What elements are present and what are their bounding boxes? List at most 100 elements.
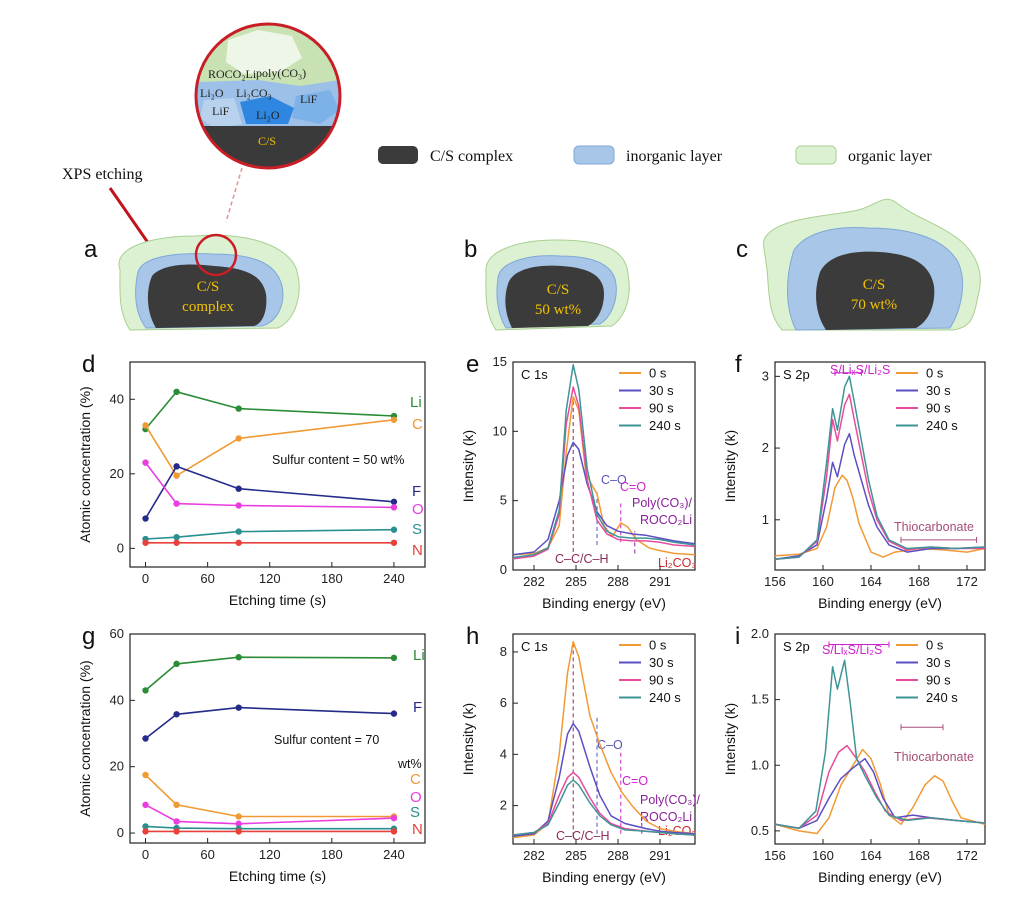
legend-swatch-organic [795, 145, 837, 165]
panel-letter-e: e [466, 351, 479, 378]
y-axis-label-g: Atomic concentration (%) [77, 660, 93, 816]
data-point-f [390, 498, 398, 505]
x-tick-label-f: 160 [812, 574, 834, 589]
series-label-c: C [410, 771, 421, 788]
data-point-li [173, 388, 180, 396]
x-tick-label-g: 0 [142, 847, 149, 862]
x-tick-label-e: 282 [523, 574, 545, 589]
data-point-o [390, 814, 398, 822]
panel-letter-d: d [82, 351, 95, 378]
y-axis-label-f: Intensity (k) [722, 430, 738, 502]
sei-schematic: ROCO₂Li poly(CO₃) Li₂O Li₂CO₃ LiF LiF Li… [62, 22, 981, 331]
data-point-f [142, 515, 149, 522]
y-tick-label-g: 60 [110, 626, 124, 641]
series-line-s [145, 528, 394, 540]
y-tick-label-g: 20 [110, 759, 124, 774]
x-tick-label-d: 120 [259, 571, 281, 586]
legend-swatch-inorganic [573, 145, 615, 165]
y-tick-label-h: 4 [500, 746, 507, 761]
x-tick-label-f: 172 [956, 574, 978, 589]
spectrum-curve-240-s [774, 375, 986, 560]
x-tick-label-f: 164 [860, 574, 882, 589]
legend-label-cs: C/S complex [430, 148, 513, 165]
legend-label-90-s: 90 s [926, 401, 951, 416]
data-point-f [173, 463, 180, 470]
data-point-o [142, 459, 149, 466]
particle-a-line1: C/S [197, 279, 220, 295]
data-point-li [390, 654, 398, 662]
zoom-connector [225, 167, 243, 223]
y-axis-label-h: Intensity (k) [460, 703, 476, 775]
y-tick-label-h: 2 [500, 798, 507, 813]
data-point-f [142, 735, 149, 742]
x-tick-label-d: 240 [383, 571, 405, 586]
legend-label-240-s: 240 s [649, 418, 681, 433]
data-point-n [390, 828, 398, 835]
data-point-o [173, 500, 180, 507]
plot-frame-d [129, 361, 426, 568]
data-point-c [173, 472, 180, 479]
y-tick-label-e: 15 [493, 354, 507, 369]
schematic-legend: C/S complex inorganic layer organic laye… [378, 145, 932, 165]
data-point-c [390, 416, 398, 423]
data-point-s [142, 823, 149, 830]
panel-i-chart: 156 160 164 168 172 0.5 1.0 1.5 2.0 Binding energ… [722, 623, 986, 885]
annotation-label-e: Poly(CO₃)/ [632, 496, 692, 510]
x-axis-label-d: Etching time (s) [229, 592, 326, 608]
x-axis-label-f: Binding energy (eV) [818, 595, 942, 611]
panel-letter-c: c [736, 236, 748, 263]
data-point-o [235, 820, 242, 827]
series-label-li: Li [410, 394, 422, 411]
legend-label-organic: organic layer [848, 148, 932, 165]
x-tick-label-f: 156 [764, 574, 786, 589]
legend-label-0-s: 0 s [926, 366, 944, 381]
legend-label-0-s: 0 s [926, 638, 944, 653]
y-axis-label-i: Intensity (k) [722, 703, 738, 775]
series-line-o [144, 462, 394, 509]
data-point-n [235, 828, 242, 835]
zoom-label-lif-left: LiF [212, 104, 230, 118]
legend-label-240-s: 240 s [649, 690, 681, 705]
legend-label-240-s: 240 s [926, 418, 958, 433]
y-tick-label-d: 0 [117, 540, 124, 555]
legend-label-90-s: 90 s [926, 673, 951, 688]
particle-a: C/S complex [118, 233, 300, 331]
x-tick-label-g: 180 [321, 847, 343, 862]
x-tick-label-d: 180 [321, 571, 343, 586]
annotation-label-e: C=O [620, 480, 646, 494]
data-point-s [235, 528, 242, 535]
data-point-li [235, 654, 242, 661]
spectrum-curve-30-s [774, 432, 986, 560]
particle-b-line1: C/S [547, 282, 570, 298]
series-line-c [144, 774, 394, 818]
data-point-o [173, 818, 180, 825]
panel-letter-g: g [82, 623, 95, 650]
plot-frame-f [774, 361, 986, 571]
legend-label-90-s: 90 s [649, 401, 674, 416]
annotation-label-h: C–C/C–H [556, 829, 610, 843]
data-point-c [235, 813, 242, 820]
x-axis-label-g: Etching time (s) [229, 868, 326, 884]
spectrum-curve-240-s [512, 779, 696, 836]
data-point-li [173, 660, 180, 668]
legend-label-30-s: 30 s [926, 383, 951, 398]
y-tick-label-i: 2.0 [751, 626, 769, 641]
xps-etching-label: XPS etching [62, 166, 142, 183]
series-label-n: N [412, 542, 423, 559]
zoom-circle-outline [194, 22, 342, 170]
data-point-c [235, 435, 242, 442]
series-label-n: N [412, 821, 423, 838]
spectrum-curve-0-s [512, 395, 696, 556]
series-label-s: S [412, 521, 422, 538]
data-point-n [142, 828, 149, 835]
spectrum-curve-240-s [512, 364, 696, 559]
annotation-label-e: Li₂CO₃ [658, 556, 696, 570]
zoom-label-li2o-mid: Li₂O [256, 108, 280, 122]
spectrum-curve-0-s [512, 640, 696, 839]
y-axis-label-d: Atomic concentration (%) [77, 386, 93, 542]
annotation-sulfur-content: Sulfur content = 70 [274, 733, 379, 747]
data-point-li [235, 405, 242, 412]
series-label-li: Li [413, 647, 425, 664]
panel-e-chart: 282 285 288 291 0 5 10 15 Binding energy (eV) Int… [460, 351, 696, 611]
